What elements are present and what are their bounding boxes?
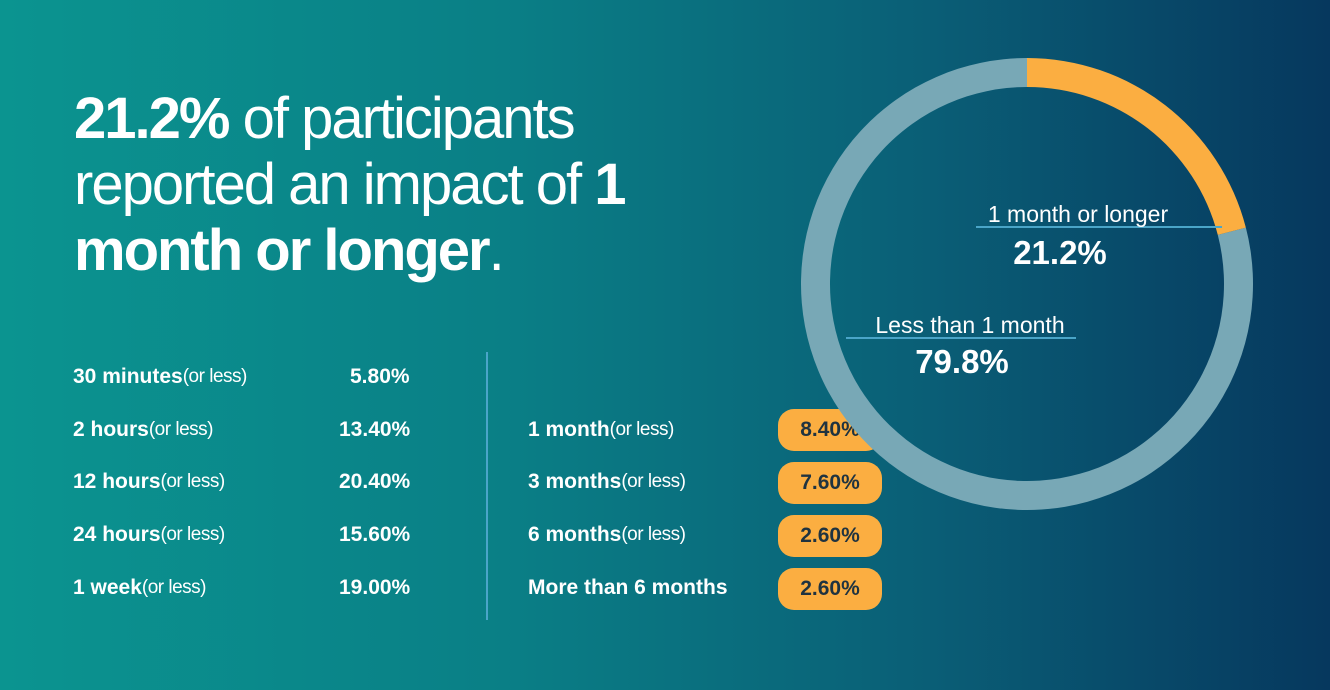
row-sublabel: (or less): [141, 577, 207, 598]
headline-highlight: 21.2%: [74, 86, 230, 151]
row-sublabel: (or less): [621, 524, 686, 545]
donut-segments: [800, 58, 1253, 510]
row-label: 12 hours: [73, 470, 161, 493]
row-sublabel: (or less): [621, 471, 686, 492]
table-row: 6 months (or less): [528, 515, 686, 555]
headline-text: of participants reported an impact of: [74, 86, 595, 217]
row-sublabel: (or less): [609, 419, 675, 440]
table-row: 30 minutes (or less) 5.80%: [73, 357, 433, 397]
donut-label-short: Less than 1 month: [875, 312, 1064, 338]
headline-tail: .: [488, 218, 505, 283]
row-label: 3 months: [528, 470, 622, 493]
row-label: More than 6 months: [528, 576, 728, 599]
value-pill: 2.60%: [778, 568, 882, 610]
row-value: 20.40%: [339, 470, 411, 493]
row-label: 24 hours: [73, 523, 161, 546]
column-divider: [486, 352, 488, 620]
value-pill: 7.60%: [778, 462, 882, 504]
row-label: 30 minutes: [73, 365, 183, 388]
table-row: 24 hours (or less) 15.60%: [73, 515, 433, 555]
row-value: 5.80%: [350, 365, 410, 388]
row-value: 19.00%: [339, 576, 411, 599]
row-label: 1 week: [73, 576, 142, 599]
row-label: 1 month: [528, 418, 610, 441]
table-row: 1 week (or less) 19.00%: [73, 568, 433, 608]
table-row: 2 hours (or less) 13.40%: [73, 410, 433, 450]
headline-bold: 1 month or longer: [74, 152, 626, 283]
table-row: 3 months (or less): [528, 462, 686, 502]
row-sublabel: (or less): [160, 524, 226, 545]
row-sublabel: (or less): [148, 419, 214, 440]
donut-label-long: 1 month or longer: [988, 201, 1169, 227]
table-row: More than 6 months: [528, 568, 728, 608]
value-pill: 2.60%: [778, 515, 882, 557]
donut-value-short: 79.8%: [915, 343, 1009, 380]
row-value: 15.60%: [339, 523, 411, 546]
table-row: 1 month (or less): [528, 410, 674, 450]
row-value: 13.40%: [339, 418, 411, 441]
row-sublabel: (or less): [160, 471, 226, 492]
row-sublabel: (or less): [182, 366, 248, 387]
table-row: 12 hours (or less) 20.40%: [73, 462, 433, 502]
donut-value-long: 21.2%: [1013, 234, 1107, 271]
row-label: 2 hours: [73, 418, 149, 441]
row-label: 6 months: [528, 523, 622, 546]
donut-slice-long: [1027, 58, 1246, 235]
headline: 21.2% of participants reported an impact…: [74, 86, 714, 284]
